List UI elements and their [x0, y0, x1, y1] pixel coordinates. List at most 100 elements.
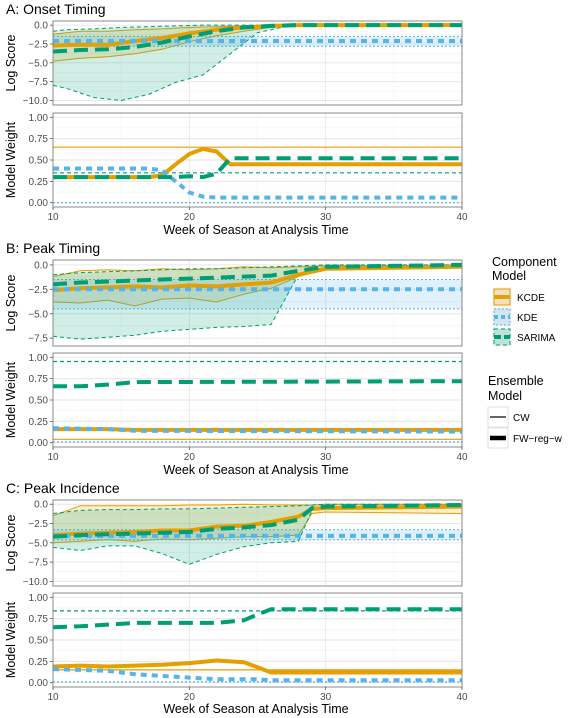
- panel-a-weight-y-tick-label: 0.25: [29, 177, 49, 188]
- panel-b-score-y-tick-label: 0.0: [34, 260, 48, 271]
- panel-a-score-y-tick-label: −7.5: [28, 77, 48, 88]
- panel-b-weight-y-tick-label: 0.25: [29, 417, 49, 428]
- panel-c-score-y-tick-label: 0.0: [34, 500, 48, 511]
- panel-c-score-y-tick-label: −2.5: [28, 519, 48, 530]
- panel-c-band-sarima: [53, 504, 462, 565]
- panel-c-model-weight-plot: 0.00 0.25 0.50 0.75 1.00 Model Weight 10 20 30 40: [4, 592, 468, 703]
- panel-a-score-line-sarima: [52, 23, 462, 54]
- panel-c-weight-y-tick-label: 0.50: [29, 636, 49, 647]
- panel-a-weight-y-tick-label: 0.75: [29, 134, 49, 145]
- legend-ensemble-title-line2: Model: [488, 389, 522, 403]
- panel-c-weight-y-tick-label: 1.00: [29, 593, 49, 604]
- panel-c-weight-y-axis-title: Model Weight: [4, 601, 18, 678]
- panel-a-weight-plot-border: [52, 112, 463, 208]
- panel-a-weight-line-kcde-fw-reg-w: [53, 146, 462, 180]
- panel-b-title: B: Peak Timing: [6, 240, 100, 256]
- panel-b-band-sarima: [53, 264, 462, 340]
- panel-c-weight-plot-border: [52, 592, 463, 688]
- panel-b-weight-line-sarima-fw-reg-w: [53, 379, 463, 389]
- panel-c-weight-y-tick-label: 0.25: [29, 657, 49, 668]
- panel-a-log-score-plot: 0.0 −2.5 −5.0 −7.5 −10.0 Log Score: [4, 20, 463, 107]
- panel-c-weight-y-tick-label: 0.75: [29, 614, 49, 625]
- panel-c-weight-y-tick-label: 0.00: [29, 678, 49, 689]
- panel-b-x-tick-label: 10: [47, 452, 59, 463]
- legend-component-title-line2: Model: [492, 269, 526, 283]
- panel-a-x-tick-label: 20: [184, 212, 196, 223]
- legend-label-fw-reg-w: FW−reg−w: [513, 434, 563, 445]
- legend-component-title-line1: Component: [492, 255, 557, 269]
- panel-b-score-y-tick-label: −5.0: [28, 309, 48, 320]
- panel-a-x-tick-label: 40: [456, 212, 468, 223]
- panel-c-score-y-tick-label: −10.0: [23, 577, 49, 588]
- panel-c-weight-line-kcde-fw-reg-w: [52, 658, 462, 675]
- panel-c-x-tick-label: 20: [184, 692, 196, 703]
- panel-b-model-weight-plot: 0.00 0.25 0.50 0.75 1.00 Model Weight 10 20 30 40: [4, 352, 468, 463]
- panel-b-score-y-axis-title: Log Score: [4, 274, 18, 331]
- panel-b-band-sarima-upper-edge: [52, 264, 462, 276]
- panel-b-band-kcde: [53, 265, 462, 306]
- panel-a-weight-line-kde-fw-reg-w: [53, 166, 462, 200]
- panel-b-x-tick-label: 30: [320, 452, 332, 463]
- panel-c-score-y-axis-title: Log Score: [4, 514, 18, 571]
- panel-b-weight-y-tick-label: 0.00: [29, 438, 49, 449]
- panel-b-weight-line-kcde-fw-reg-w: [53, 427, 462, 432]
- panel-b-log-score-plot: 0.0 −2.5 −5.0 −7.5 Log Score: [4, 259, 463, 347]
- legend-label-kcde: KCDE: [517, 293, 545, 304]
- panel-a-weight-line-sarima-fw-reg-w: [53, 156, 462, 180]
- panel-c-score-y-tick-label: −5.0: [28, 538, 48, 549]
- panel-a-x-tick-label: 10: [47, 212, 59, 223]
- panel-c-x-tick-label: 40: [456, 692, 468, 703]
- panel-a-score-y-tick-label: −10.0: [23, 96, 49, 107]
- legend-label-kde: KDE: [517, 313, 538, 324]
- panel-a-band-kcde: [53, 25, 462, 62]
- panel-a-score-y-tick-label: −2.5: [28, 39, 48, 50]
- panel-b-weight-y-tick-label: 1.00: [29, 353, 49, 364]
- panel-a-x-axis-title: Week of Season at Analysis Time: [163, 223, 348, 237]
- panel-b-weight-y-axis-title: Model Weight: [4, 361, 18, 438]
- panel-a-weight-y-tick-label: 0.50: [29, 156, 49, 167]
- panel-a-score-line-kcde: [52, 23, 462, 48]
- panel-a-x-tick-label: 30: [320, 212, 332, 223]
- panel-c-band-sarima-upper-edge: [52, 503, 462, 514]
- panel-b-score-y-tick-label: −2.5: [28, 285, 48, 296]
- panel-b-x-tick-label: 40: [456, 452, 468, 463]
- panel-b-weight-y-tick-label: 0.75: [29, 374, 49, 385]
- panel-c-weight-line-kde-fw-reg-w: [52, 667, 462, 683]
- legend-key-sarima-background: [491, 326, 513, 348]
- legend: Component Model KCDE KDE SARIMA Ensemble…: [487, 255, 563, 449]
- panel-b-score-plot-border: [52, 259, 463, 347]
- panel-b-weight-line-kde-fw-reg-w: [52, 426, 463, 434]
- panel-a-score-plot-border: [52, 20, 463, 106]
- legend-component-keys: [491, 286, 513, 348]
- panel-b-x-axis-title: Week of Season at Analysis Time: [163, 463, 348, 477]
- panel-c-score-y-tick-label: −7.5: [28, 558, 48, 569]
- panel-a-band-sarima: [53, 25, 462, 101]
- panel-c-score-plot-border: [52, 499, 463, 587]
- panel-c-weight-line-sarima-fw-reg-w: [52, 607, 462, 630]
- panel-c-log-score-plot: 0.0 −2.5 −5.0 −7.5 −10.0 Log Score: [4, 499, 463, 588]
- panel-c-x-axis-title: Week of Season at Analysis Time: [163, 702, 348, 716]
- panel-c-band-sarima-lower-edge: [52, 506, 463, 565]
- panel-a-score-y-tick-label: 0.0: [34, 21, 48, 32]
- panel-a-model-weight-plot: 0.00 0.25 0.50 0.75 1.00 Model Weight 10 20 30 40: [4, 112, 468, 223]
- panel-b-x-tick-label: 20: [184, 452, 196, 463]
- panel-b-score-line-sarima: [52, 262, 463, 287]
- panel-c-title: C: Peak Incidence: [6, 480, 120, 496]
- legend-label-sarima: SARIMA: [517, 333, 556, 344]
- legend-label-cw: CW: [513, 413, 530, 424]
- panel-b-score-y-tick-label: −7.5: [28, 334, 48, 345]
- panel-b-weight-plot-border: [52, 352, 463, 448]
- panel-c-band-kcde-lower-edge: [52, 511, 463, 544]
- legend-ensemble-title-line1: Ensemble: [488, 374, 544, 388]
- panel-a-weight-y-axis-title: Model Weight: [4, 121, 18, 198]
- panel-a-weight-y-tick-label: 1.00: [29, 113, 49, 124]
- panel-c-score-line-sarima: [52, 503, 463, 539]
- panel-c-x-tick-label: 10: [47, 692, 59, 703]
- panel-c-x-tick-label: 30: [320, 692, 332, 703]
- panel-a-title: A: Onset Timing: [6, 1, 106, 17]
- panel-a-weight-y-tick-label: 0.00: [29, 198, 49, 209]
- panel-b-weight-y-tick-label: 0.50: [29, 396, 49, 407]
- legend-ensemble-keys: [487, 406, 509, 449]
- panel-a-score-y-tick-label: −5.0: [28, 58, 48, 69]
